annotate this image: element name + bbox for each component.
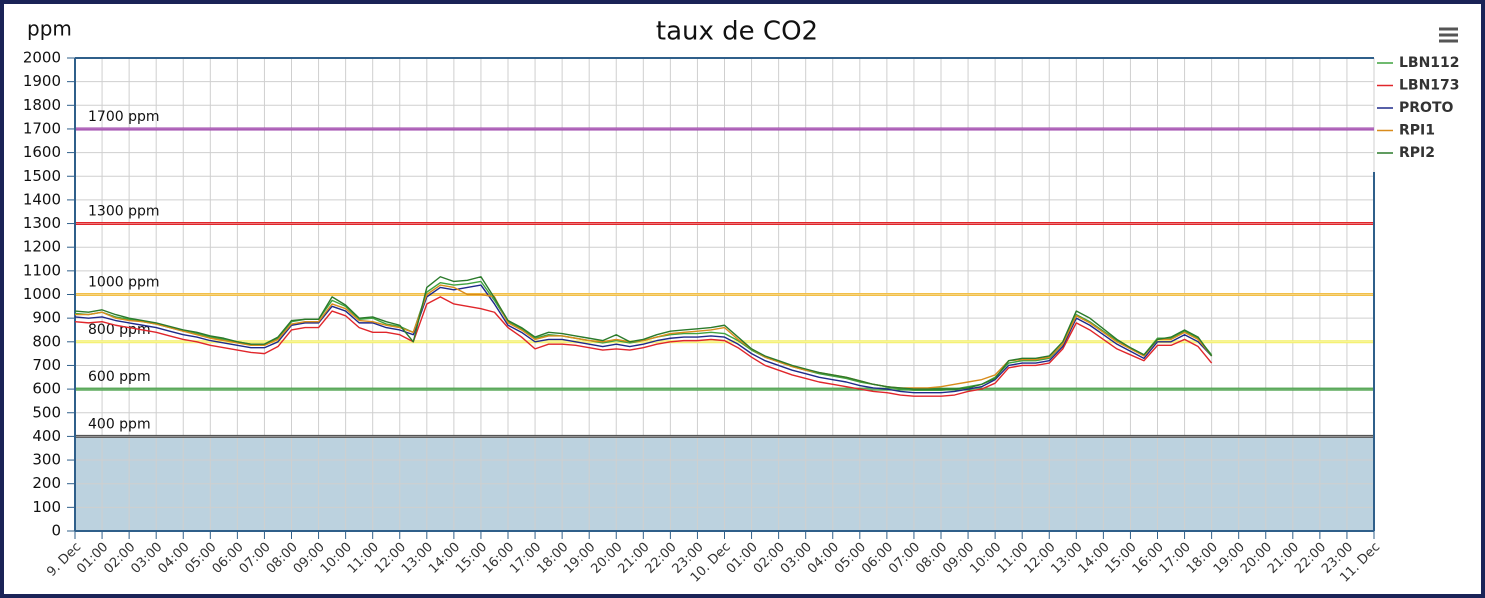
legend-label: PROTO [1399, 100, 1453, 116]
legend-label: LBN112 [1399, 55, 1460, 71]
legend-item[interactable]: LBN112 [1375, 53, 1479, 73]
y-tick-label: 1000 [23, 285, 61, 303]
legend-item[interactable]: LBN173 [1375, 75, 1479, 96]
y-tick-label: 1600 [23, 143, 61, 161]
legend-item-bg[interactable] [1375, 53, 1479, 73]
reference-label: 1000 ppm [88, 275, 160, 291]
y-tick-label: 1800 [23, 96, 61, 114]
y-tick-label: 1100 [23, 261, 61, 279]
series-line [74, 276, 1213, 390]
y-tick-label: 600 [32, 380, 61, 398]
x-tick-label: 9. Dec [44, 540, 84, 580]
y-tick-label: 1300 [23, 214, 61, 232]
reference-label: 400 ppm [88, 416, 151, 432]
reference-label: 1300 ppm [88, 204, 160, 220]
y-tick-label: 0 [51, 522, 61, 540]
legend-item-bg[interactable] [1375, 120, 1479, 141]
legend-item[interactable]: RPI2 [1375, 143, 1479, 163]
y-axis-title: ppm [27, 17, 72, 41]
y-tick-label: 2000 [23, 49, 61, 67]
series-line [74, 284, 1213, 394]
y-tick-label: 800 [32, 332, 61, 350]
y-tick-label: 1900 [23, 72, 61, 90]
reference-label: 1700 ppm [88, 109, 160, 125]
legend-item-bg[interactable] [1375, 75, 1479, 96]
legend-item-bg[interactable] [1375, 98, 1479, 118]
legend-label: RPI1 [1399, 123, 1435, 139]
series-line [74, 296, 1213, 397]
y-tick-label: 400 [32, 427, 61, 445]
y-tick-label: 500 [32, 403, 61, 421]
legend-label: LBN173 [1399, 78, 1460, 94]
y-tick-label: 1700 [23, 119, 61, 137]
y-tick-label: 100 [32, 498, 61, 516]
y-tick-label: 1400 [23, 190, 61, 208]
legend-item-bg[interactable] [1375, 143, 1479, 163]
chart-title: taux de CO2 [656, 17, 818, 47]
y-tick-label: 200 [32, 474, 61, 492]
y-tick-label: 1500 [23, 167, 61, 185]
y-tick-label: 300 [32, 451, 61, 469]
reference-label: 800 ppm [88, 322, 151, 338]
y-tick-label: 900 [32, 309, 61, 327]
y-tick-label: 1200 [23, 238, 61, 256]
legend-item[interactable]: PROTO [1375, 98, 1479, 118]
legend-item[interactable]: RPI1 [1375, 120, 1479, 141]
legend-label: RPI2 [1399, 145, 1435, 161]
y-tick-label: 700 [32, 356, 61, 374]
reference-label: 600 ppm [88, 369, 151, 385]
menu-button[interactable] [1437, 26, 1459, 46]
series-line [75, 284, 1213, 389]
